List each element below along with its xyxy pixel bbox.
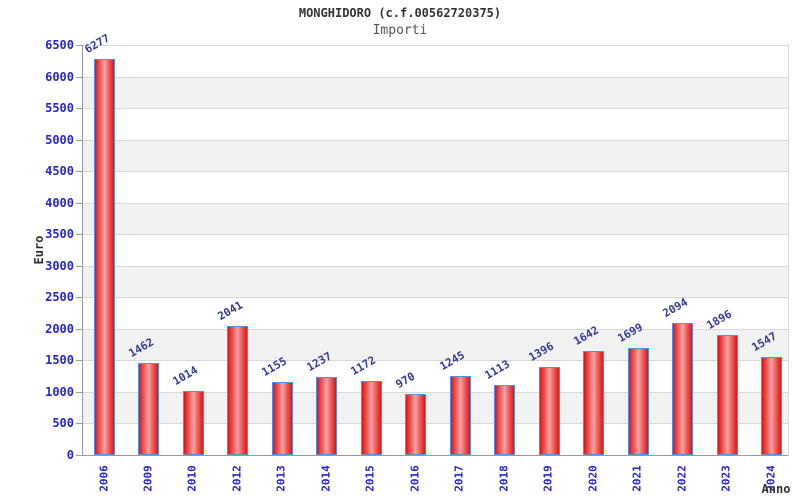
x-tick-label: 2013 xyxy=(274,465,288,492)
y-tick-label: 0 xyxy=(66,448,74,462)
y-tick-label: 4500 xyxy=(45,164,74,179)
y-tick-mark xyxy=(76,108,82,110)
y-tick-mark xyxy=(76,391,82,393)
y-tick-mark xyxy=(76,328,82,330)
bar xyxy=(449,376,471,455)
bar xyxy=(672,322,694,455)
bar xyxy=(716,335,738,455)
y-tick-label: 500 xyxy=(52,416,74,431)
y-tick-label: 2000 xyxy=(45,321,74,336)
y-tick-label: 5500 xyxy=(45,101,74,116)
bar xyxy=(94,59,115,455)
grid-band xyxy=(83,202,788,235)
bar xyxy=(405,393,427,455)
bar xyxy=(138,362,160,455)
y-tick-label: 1000 xyxy=(45,384,74,399)
y-tick-mark xyxy=(76,360,82,362)
grid-band xyxy=(83,108,788,140)
x-tick-label: 2015 xyxy=(363,465,377,492)
grid-band xyxy=(83,45,788,77)
bar xyxy=(761,357,783,455)
y-tick-label: 6000 xyxy=(45,69,74,84)
y-tick-mark xyxy=(76,455,82,456)
x-tick-label: 2021 xyxy=(630,465,644,492)
y-tick-label: 4000 xyxy=(45,195,74,210)
chart-subtitle: Importi xyxy=(372,23,428,38)
bar xyxy=(271,382,293,455)
x-tick-label: 2014 xyxy=(319,465,333,492)
y-tick-mark xyxy=(76,423,82,425)
grid-band xyxy=(83,328,788,361)
y-axis-title: Euro xyxy=(32,235,46,265)
bar xyxy=(538,366,560,455)
y-tick-label: 1500 xyxy=(45,353,74,368)
x-tick-label: 2006 xyxy=(97,465,110,492)
x-tick-label: 2009 xyxy=(141,465,155,492)
y-tick-label: 3000 xyxy=(45,258,74,273)
x-axis-title: Anno xyxy=(761,482,791,496)
grid-band xyxy=(83,76,788,109)
y-tick-mark xyxy=(76,139,82,141)
grid-band xyxy=(83,297,788,329)
plot-area: 6277 1462 1014 2041 1155 1237 1172 970 1245 1113 1… xyxy=(82,32,789,456)
y-tick-label: 3500 xyxy=(45,227,74,242)
y-tick-mark xyxy=(76,76,82,78)
x-tick-label: 2022 xyxy=(675,465,689,492)
grid-band xyxy=(83,360,788,392)
bar xyxy=(494,384,516,455)
grid-band xyxy=(83,171,788,203)
bar xyxy=(583,351,605,455)
y-tick-mark xyxy=(76,45,82,46)
x-tick-label: 2020 xyxy=(586,465,600,492)
y-tick-label: 5000 xyxy=(45,132,74,147)
y-tick-mark xyxy=(76,202,82,204)
x-tick-label: 2010 xyxy=(185,465,199,492)
x-tick-label: 2017 xyxy=(452,465,466,492)
y-tick-mark xyxy=(76,297,82,299)
bar xyxy=(627,347,649,455)
x-tick-label: 2023 xyxy=(719,465,733,492)
x-tick-label: 2012 xyxy=(230,465,244,492)
y-tick-label: 2500 xyxy=(45,290,74,305)
y-tick-mark xyxy=(76,265,82,267)
chart-title: MONGHIDORO (c.f.00562720375) xyxy=(298,6,502,20)
grid-band xyxy=(83,265,788,298)
x-tick-label: 2016 xyxy=(408,465,422,492)
grid-band xyxy=(83,234,788,266)
bar xyxy=(182,391,204,455)
bar xyxy=(227,326,249,455)
x-tick-label: 2018 xyxy=(497,465,511,492)
y-tick-mark xyxy=(76,234,82,236)
grid-band xyxy=(83,139,788,172)
bar xyxy=(360,381,382,455)
y-tick-mark xyxy=(76,171,82,173)
y-tick-label: 6500 xyxy=(45,38,74,52)
bar xyxy=(316,376,338,455)
x-tick-label: 2019 xyxy=(541,465,555,492)
